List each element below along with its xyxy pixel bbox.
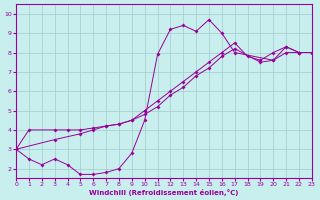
X-axis label: Windchill (Refroidissement éolien,°C): Windchill (Refroidissement éolien,°C) — [89, 189, 239, 196]
